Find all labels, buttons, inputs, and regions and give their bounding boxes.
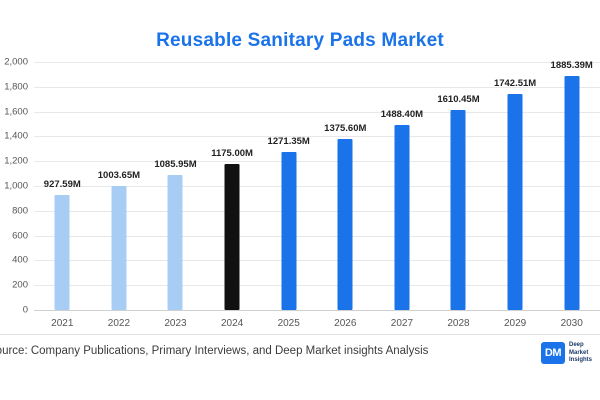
logo-wordmark: Deep Market Insights [569, 342, 592, 365]
gridline [34, 260, 600, 262]
x-axis-tick-label: 2021 [51, 318, 74, 329]
x-axis-tick-label: 2028 [447, 318, 470, 329]
bar-value-label: 1271.35M [267, 136, 310, 148]
bar[interactable] [54, 194, 70, 310]
logo-line-2: Market [568, 349, 589, 356]
source-label: Source [0, 345, 25, 357]
gridline [34, 210, 600, 212]
bar[interactable] [111, 185, 127, 310]
x-axis-tick-label: 2029 [503, 318, 527, 329]
plot-area: 0 200 400 600 800 1,000 1,200 1,400 1,600 1,800 2,… [4, 57, 600, 329]
y-axis-tick-label: 1,600 [4, 106, 28, 118]
bar-value-label: 1175.00M [211, 148, 253, 160]
bar-value-label: 1375.60M [324, 123, 367, 135]
gridline [34, 86, 600, 88]
bar[interactable] [337, 139, 353, 310]
gridline [34, 62, 600, 63]
gridline [34, 161, 600, 163]
x-axis-tick-label: 2023 [164, 318, 187, 329]
bar-group[interactable]: 1375.60M [317, 62, 374, 310]
bar[interactable] [224, 164, 240, 310]
y-axis-tick-label: 1,400 [4, 130, 28, 142]
gridline [34, 235, 600, 237]
x-axis-tick-label: 2030 [560, 318, 583, 329]
gridline [34, 136, 600, 138]
x-axis-line [34, 310, 600, 311]
bar-group[interactable]: 1085.95M [147, 62, 204, 310]
bar-group[interactable]: 1610.45M [430, 62, 487, 310]
bar-value-label: 1488.40M [380, 109, 424, 121]
gridline [34, 285, 600, 287]
bar[interactable] [507, 93, 523, 310]
bar-group[interactable]: 1271.35M [260, 62, 317, 310]
y-axis-tick-label: 200 [12, 279, 28, 291]
logo-line-1: Deep [568, 342, 584, 348]
bar[interactable] [167, 175, 183, 310]
source-body: : Company Publications, Primary Intervie… [24, 345, 429, 357]
deep-market-insights-logo: DM Deep Market Insights [540, 342, 592, 365]
bar-value-label: 1003.65M [97, 169, 141, 181]
x-axis-tick-label: 2026 [334, 318, 357, 329]
footer-divider [0, 334, 600, 335]
bar-value-label: 1742.51M [493, 77, 537, 89]
source-note: Source: Company Publications, Primary In… [0, 345, 508, 357]
bar-value-label: 1085.95M [154, 159, 197, 171]
bar[interactable] [564, 76, 580, 310]
bar[interactable] [281, 152, 297, 310]
y-axis-tick-label: 2,000 [4, 56, 28, 68]
logo-mark: DM [540, 342, 565, 365]
y-axis-tick-label: 1,200 [4, 155, 28, 167]
chart-title: Reusable Sanitary Pads Market [156, 30, 444, 51]
x-axis-tick-label: 2025 [277, 318, 300, 329]
y-axis-tick-label: 1,800 [4, 81, 28, 93]
y-axis-tick-label: 800 [12, 205, 28, 217]
y-axis-tick-label: 1,000 [4, 180, 28, 192]
gridline [34, 111, 600, 113]
logo-line-3: Insights [568, 357, 592, 363]
bar-group[interactable]: 1175.00M [204, 62, 261, 310]
bar-group[interactable]: 1003.65M [91, 62, 148, 310]
y-axis-tick-label: 400 [12, 254, 28, 266]
bar[interactable] [394, 125, 410, 310]
bar-group[interactable]: 1742.51M [487, 62, 544, 310]
bar-group[interactable]: 927.59M [34, 62, 91, 310]
gridline [34, 186, 600, 187]
bar-value-label: 927.59M [43, 178, 81, 190]
bar-value-label: 1885.39M [550, 60, 593, 72]
bar-value-label: 1610.45M [437, 94, 480, 106]
y-axis-tick-label: 0 [22, 304, 28, 316]
bar[interactable] [450, 110, 466, 310]
x-axis-tick-label: 2027 [390, 318, 414, 329]
bar-group[interactable]: 1488.40M [374, 62, 431, 310]
y-axis-tick-label: 600 [12, 230, 28, 242]
x-axis-tick-label: 2022 [107, 318, 131, 329]
bar-group[interactable]: 1885.39M [543, 60, 600, 310]
x-axis-tick-label: 2024 [220, 318, 244, 329]
